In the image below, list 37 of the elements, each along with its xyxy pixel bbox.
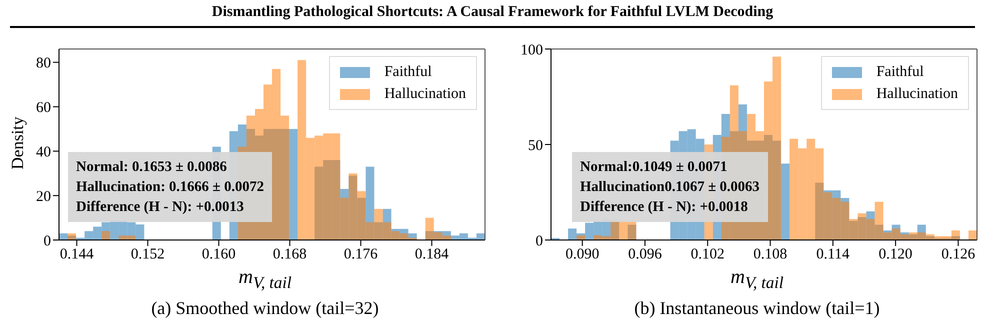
legend-label: Faithful: [876, 63, 924, 82]
x-tick-label: 0.108: [753, 246, 788, 263]
x-tick-label: 0.168: [272, 246, 307, 263]
y-tick-label: 40: [36, 144, 51, 160]
x-tick-label: 0.152: [130, 246, 165, 263]
annotation: Difference (H - N): +0.0013: [76, 198, 245, 217]
x-tick-label: 0.090: [565, 246, 600, 263]
legend-label: Faithful: [384, 63, 432, 82]
text: (a) Smoothed window (tail=32): [150, 298, 380, 319]
x-tick-label: 0.160: [202, 246, 236, 263]
x-tick-label: 0.126: [941, 246, 976, 263]
annotation: Difference (H - N): +0.0018: [580, 198, 749, 217]
y-axis-title: Density: [8, 116, 28, 170]
y-tick-label: 20: [36, 188, 51, 205]
annotation: Hallucination0.1067 ± 0.0063: [580, 178, 760, 197]
y-tick-label: 100: [520, 42, 543, 58]
y-tick-label: 50: [528, 138, 543, 154]
y-tick-label: 0: [44, 233, 51, 250]
x-tick-label: 0.176: [344, 246, 378, 263]
x-axis-title: m$_{V, tail}$: [729, 266, 785, 294]
x-tick-label: 0.144: [60, 246, 94, 263]
x-tick-label: 0.120: [878, 246, 912, 263]
x-tick-label: 0.114: [816, 246, 850, 263]
x-tick-label: 0.184: [414, 246, 450, 263]
x-tick-label: 0.096: [628, 246, 662, 263]
legend-label: Hallucination: [384, 85, 466, 104]
annotation: Normal: 0.1653 ± 0.0086: [76, 158, 228, 177]
annotation: Normal:0.1049 ± 0.0071: [580, 158, 728, 177]
text: (b) Instantaneous window (tail=1): [633, 298, 881, 319]
annotation: Hallucination: 0.1666 ± 0.0072: [76, 178, 264, 197]
y-tick-label: 0: [536, 233, 543, 250]
y-tick-label: 60: [36, 100, 51, 116]
x-axis-title: m$_{V, tail}$: [237, 266, 293, 294]
chart-title: Dismantling Pathological Shortcuts: A Causal Framework for Faithful LVLM Decoding: [10, 4, 975, 28]
legend-label: Hallucination: [876, 85, 958, 104]
y-tick-label: 80: [36, 56, 51, 72]
x-tick-label: 0.102: [690, 246, 724, 263]
